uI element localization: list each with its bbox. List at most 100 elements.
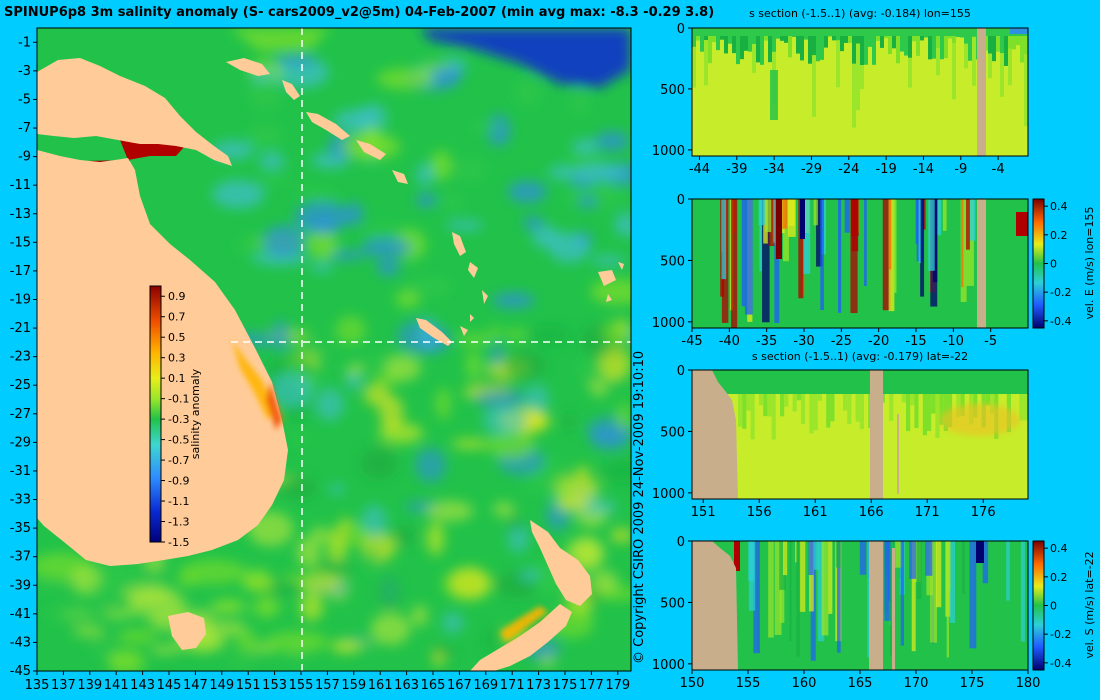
section-x-tick-label: -40: [719, 334, 740, 349]
map-y-tick-label: -11: [10, 178, 31, 193]
salinity-cbar-tick-label: 0.7: [168, 311, 186, 324]
section-y-tick-label: 500: [660, 596, 685, 611]
land-new-caledonia: [416, 318, 452, 346]
section-x-tick-label: -19: [876, 162, 897, 177]
land-tasmania: [168, 612, 206, 650]
section-x-tick-label: 170: [904, 676, 929, 691]
section3-axes: 151 156 161 166 171 176 0 500 1000: [652, 364, 996, 520]
section-y-tick-label: 1000: [652, 144, 685, 159]
section1-axes: -44 -39 -34 -29 -24 -19 -14 -9 -4 0 500 1000: [652, 22, 1005, 177]
map-x-tick-label: 169: [473, 678, 498, 693]
map-x-tick-label: 177: [579, 678, 604, 693]
section1-title: s section (-1.5..1) (avg: -0.184) lon=15…: [749, 7, 971, 20]
section4-vel-s-lat-22: [692, 541, 1028, 670]
vel-e-colorbar-ticks: 0.4 0.2 0 -0.2 -0.4: [1044, 200, 1071, 328]
land-new-zealand-south: [470, 604, 572, 671]
salinity-cbar-tick-label: -0.7: [168, 454, 189, 467]
map-y-tick-label: -9: [18, 150, 31, 165]
section-y-tick-label: 0: [677, 193, 685, 208]
section-x-tick-label: -5: [984, 334, 997, 349]
map-y-tick-label: -19: [10, 292, 31, 307]
section-y-tick-label: 500: [660, 425, 685, 440]
map-x-tick-label: 137: [51, 678, 76, 693]
map-x-tick-label: 155: [289, 678, 314, 693]
salinity-map: [37, 28, 631, 671]
map-y-tick-label: -33: [10, 493, 31, 508]
map-frame: [36, 27, 632, 672]
map-axes: 135 137 139 141 143 145 147 149 151 153 155 157 159 1…: [10, 35, 630, 693]
section-x-tick-label: -14: [913, 162, 934, 177]
map-x-tick-label: 159: [341, 678, 366, 693]
section-y-tick-label: 1000: [652, 658, 685, 673]
section-x-tick-label: 171: [915, 505, 940, 520]
section3-salinity-lat-22: [692, 370, 1028, 499]
map-y-tick-label: -31: [10, 464, 31, 479]
salinity-colorbar: [149, 285, 162, 543]
map-y-tick-label: -21: [10, 321, 31, 336]
salinity-cbar-tick-label: -0.9: [168, 475, 189, 488]
section-x-tick-label: -39: [726, 162, 747, 177]
section4-land-ridge: [869, 541, 883, 670]
map-y-tick-label: -45: [10, 664, 31, 679]
section-y-tick-label: 1000: [652, 487, 685, 502]
map-y-tick-label: -39: [10, 578, 31, 593]
section-x-tick-label: -9: [954, 162, 967, 177]
section2-frame: [691, 198, 1029, 329]
land-new-zealand-north: [530, 520, 592, 606]
section-x-tick-label: -10: [943, 334, 964, 349]
salinity-cbar-tick-label: 0.5: [168, 331, 186, 344]
map-y-tick-label: -3: [18, 64, 31, 79]
section-x-tick-label: -30: [793, 334, 814, 349]
salinity-cbar-tick-label: 0.1: [168, 372, 186, 385]
vel-e-colorbar-label: vel. E (m/s) lon=155: [1083, 207, 1096, 320]
section4-axes: 150 155 160 165 170 175 180 0 500 1000: [652, 535, 1041, 691]
map-x-tick-label: 157: [315, 678, 340, 693]
section-y-tick-label: 500: [660, 83, 685, 98]
map-x-tick-label: 179: [605, 678, 630, 693]
map-x-tick-label: 139: [77, 678, 102, 693]
map-y-tick-label: -37: [10, 550, 31, 565]
salinity-colorbar-label: salinity anomaly: [189, 368, 202, 459]
map-y-tick-label: -5: [18, 92, 31, 107]
section-x-tick-label: 166: [859, 505, 884, 520]
section-x-tick-label: -34: [764, 162, 785, 177]
section1-salinity-lon155: [692, 28, 1028, 156]
salinity-cbar-tick-label: -0.1: [168, 393, 189, 406]
salinity-cbar-tick-label: 0.3: [168, 352, 186, 365]
section-y-tick-label: 500: [660, 254, 685, 269]
section3-frame: [691, 369, 1029, 500]
map-x-tick-label: 141: [104, 678, 129, 693]
section-x-tick-label: 176: [971, 505, 996, 520]
map-y-tick-label: -1: [18, 35, 31, 50]
map-x-tick-label: 135: [25, 678, 50, 693]
section-x-tick-label: -44: [689, 162, 710, 177]
map-y-tick-label: -35: [10, 521, 31, 536]
section-y-tick-label: 1000: [652, 316, 685, 331]
coastal-anomaly-highlights: [232, 340, 548, 642]
section-y-tick-label: 0: [677, 535, 685, 550]
salinity-cbar-tick-label: -0.3: [168, 413, 189, 426]
vel-cbar-tick-label: 0.2: [1050, 229, 1068, 242]
section-x-tick-label: -15: [905, 334, 926, 349]
map-y-tick-label: -25: [10, 378, 31, 393]
map-x-tick-label: 143: [130, 678, 155, 693]
section-y-tick-label: 0: [677, 22, 685, 37]
map-y-tick-label: -17: [10, 264, 31, 279]
map-x-tick-label: 151: [236, 678, 261, 693]
vel-cbar-tick-label: 0.4: [1050, 542, 1068, 555]
section3-land-ridge: [870, 370, 883, 499]
map-y-tick-label: -15: [10, 235, 31, 250]
salinity-cbar-tick-label: -0.5: [168, 434, 189, 447]
vel-cbar-tick-label: -0.4: [1050, 315, 1071, 328]
land-new-guinea: [37, 58, 232, 166]
salinity-colorbar-ticks: 0.9 0.7 0.5 0.3 0.1 -0.1 -0.3 -0.5 -0.7 -0.9 -1.1 -…: [161, 290, 189, 549]
section-x-tick-label: -35: [756, 334, 777, 349]
map-y-tick-label: -29: [10, 435, 31, 450]
section-x-tick-label: -45: [681, 334, 702, 349]
vel-cbar-tick-label: 0.4: [1050, 200, 1068, 213]
section-x-tick-label: 160: [792, 676, 817, 691]
section-x-tick-label: -25: [831, 334, 852, 349]
map-x-tick-label: 153: [262, 678, 287, 693]
section2-axes: -45 -40 -35 -30 -25 -20 -15 -10 -5 0 500 1000: [652, 193, 997, 349]
